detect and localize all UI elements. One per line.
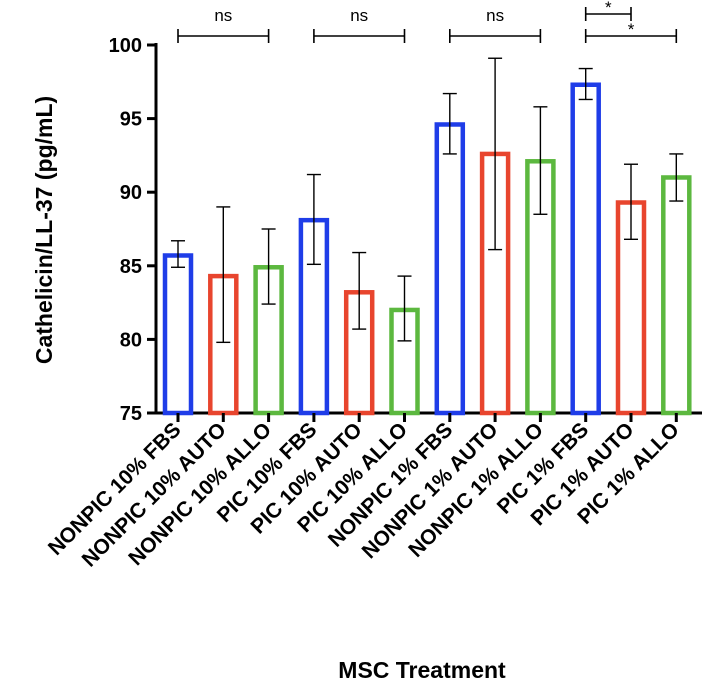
y-tick-label: 95 — [120, 109, 142, 131]
significance-label: ns — [350, 6, 368, 25]
bar — [661, 175, 692, 416]
y-tick-label: 75 — [120, 403, 142, 425]
significance-label: * — [628, 20, 635, 39]
x-axis-title: MSC Treatment — [338, 657, 506, 683]
significance-label: ns — [214, 6, 232, 25]
significance-label: * — [605, 0, 612, 17]
y-tick-label: 85 — [120, 256, 142, 278]
bar — [570, 82, 601, 416]
y-tick-label: 80 — [120, 329, 142, 351]
bar — [434, 122, 466, 416]
significance-label: ns — [486, 6, 504, 25]
bar — [162, 253, 194, 416]
y-tick-label: 90 — [120, 182, 142, 204]
y-tick-label: 100 — [109, 35, 142, 57]
y-axis-title: Cathelicin/LL-37 (pg/mL) — [31, 96, 57, 364]
